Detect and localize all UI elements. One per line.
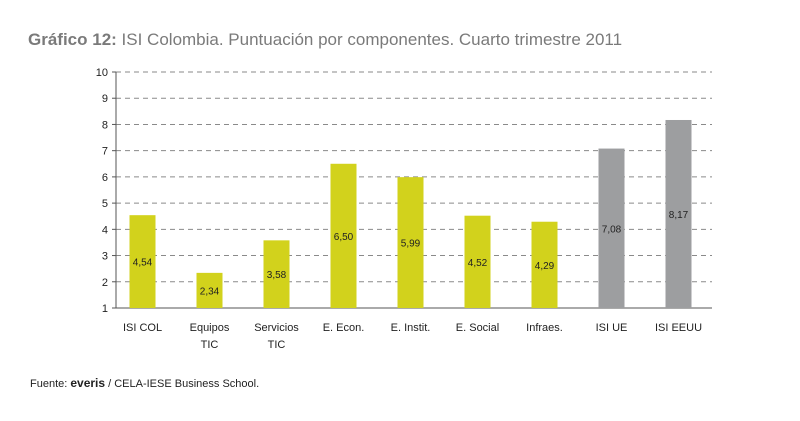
x-axis-labels: ISI COL Equipos TIC Servicios TIC E. Econ. E. … [123, 322, 702, 351]
x-tick-label: TIC [268, 339, 286, 351]
source-suffix: / CELA-IESE Business School. [105, 378, 260, 390]
x-tick-label: ISI COL [123, 322, 162, 334]
bar-value-label: 4,52 [468, 258, 488, 269]
x-tick-label: E. Instit. [391, 322, 431, 334]
source-prefix: Fuente: [30, 378, 71, 390]
y-tick-label: 10 [96, 67, 108, 79]
y-tick-label: 8 [102, 119, 108, 131]
bar [397, 177, 424, 308]
bar [196, 272, 223, 308]
x-tick-label: Equipos [190, 322, 230, 334]
chart-title-label: Gráfico 12: [28, 30, 117, 49]
bar-value-label: 6,50 [334, 232, 354, 243]
bar [263, 240, 290, 308]
x-tick-label: ISI EEUU [655, 322, 702, 334]
source-note: Fuente: everis / CELA-IESE Business Scho… [30, 376, 259, 390]
y-tick-label: 6 [102, 172, 108, 184]
x-tick-label: ISI UE [596, 322, 628, 334]
y-tick-label: 5 [102, 198, 108, 210]
bar-value-label: 8,17 [669, 210, 689, 221]
chart-title-text: ISI Colombia. Puntuación por componentes… [121, 30, 623, 49]
source-brand: everis [70, 376, 106, 390]
bar-value-label: 5,99 [401, 239, 421, 250]
y-tick-label: 4 [102, 224, 108, 236]
y-tick-label: 9 [102, 93, 108, 105]
bar [665, 119, 692, 308]
bar [598, 148, 625, 308]
y-tick-label: 2 [102, 277, 108, 289]
x-tick-label: TIC [201, 339, 219, 351]
bars: 4,54 2,34 3,58 6,50 5,99 4,52 4,29 7,08 8,17 [129, 119, 692, 308]
y-tick-label: 3 [102, 251, 108, 263]
bar [531, 221, 558, 308]
bar [129, 215, 156, 308]
x-tick-label: Infraes. [526, 322, 563, 334]
chart-title: Gráfico 12: ISI Colombia. Puntuación por… [28, 30, 622, 50]
x-tick-label: E. Econ. [323, 322, 365, 334]
bar-value-label: 2,34 [200, 286, 220, 297]
x-tick-label: Servicios [254, 322, 299, 334]
bar [464, 215, 491, 308]
bar-value-label: 3,58 [267, 270, 287, 281]
bar [330, 163, 357, 308]
bar-value-label: 7,08 [602, 224, 622, 235]
bar-value-label: 4,54 [133, 258, 153, 269]
y-tick-label: 7 [102, 146, 108, 158]
y-tick-label: 1 [102, 303, 108, 315]
bar-value-label: 4,29 [535, 261, 555, 272]
x-tick-label: E. Social [456, 322, 499, 334]
